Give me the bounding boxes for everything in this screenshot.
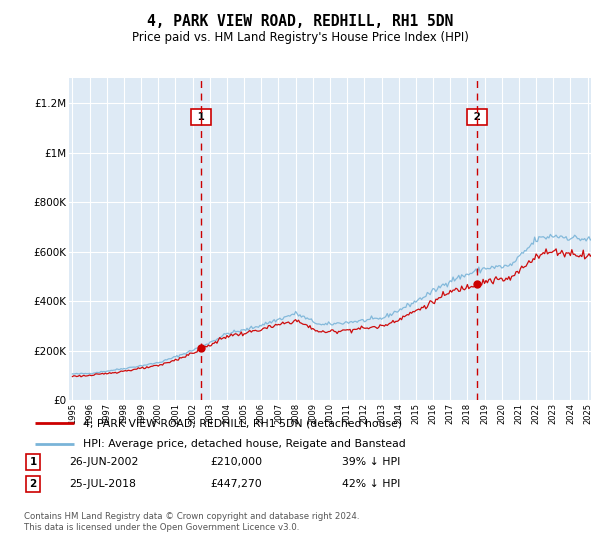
Text: 2: 2 <box>29 479 37 489</box>
Text: 2: 2 <box>470 112 484 122</box>
Text: 26-JUN-2002: 26-JUN-2002 <box>69 457 139 467</box>
Text: Contains HM Land Registry data © Crown copyright and database right 2024.
This d: Contains HM Land Registry data © Crown c… <box>24 512 359 532</box>
Text: 1: 1 <box>29 457 37 467</box>
Text: 39% ↓ HPI: 39% ↓ HPI <box>342 457 400 467</box>
Text: 4, PARK VIEW ROAD, REDHILL, RH1 5DN (detached house): 4, PARK VIEW ROAD, REDHILL, RH1 5DN (det… <box>83 418 402 428</box>
Text: £210,000: £210,000 <box>210 457 262 467</box>
Text: 42% ↓ HPI: 42% ↓ HPI <box>342 479 400 489</box>
Text: Price paid vs. HM Land Registry's House Price Index (HPI): Price paid vs. HM Land Registry's House … <box>131 31 469 44</box>
Text: £447,270: £447,270 <box>210 479 262 489</box>
Text: 25-JUL-2018: 25-JUL-2018 <box>69 479 136 489</box>
Text: 1: 1 <box>194 112 208 122</box>
Text: 4, PARK VIEW ROAD, REDHILL, RH1 5DN: 4, PARK VIEW ROAD, REDHILL, RH1 5DN <box>147 14 453 29</box>
Text: HPI: Average price, detached house, Reigate and Banstead: HPI: Average price, detached house, Reig… <box>83 440 406 450</box>
